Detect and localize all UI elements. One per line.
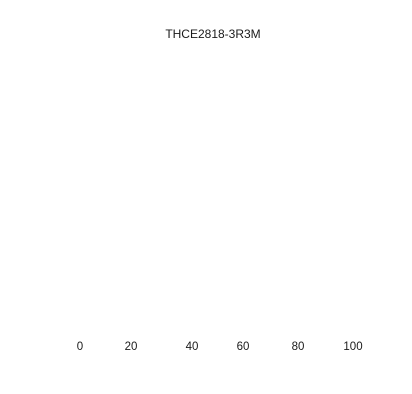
x-tick-label: 40 (186, 341, 199, 353)
x-tick-label: 60 (237, 341, 250, 353)
x-tick-label: 100 (343, 341, 362, 353)
x-tick-label: 80 (292, 341, 305, 353)
x-tick-label: 20 (125, 341, 138, 353)
x-tick-label: 0 (77, 341, 83, 353)
x-axis-ticks: 0 20 40 60 80 100 (77, 341, 363, 353)
chart-title: THCE2818-3R3M (165, 27, 260, 41)
